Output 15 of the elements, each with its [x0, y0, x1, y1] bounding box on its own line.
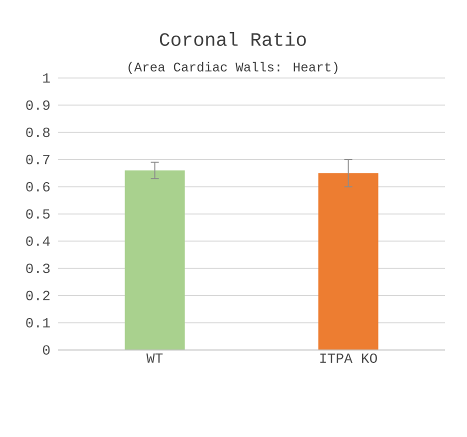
- y-tick-label: 0.2: [26, 290, 50, 300]
- y-tick-label: 0.4: [26, 236, 50, 246]
- y-tick-label: 0.8: [26, 128, 50, 138]
- y-tick-label: 0.5: [26, 209, 50, 219]
- chart-title: Coronal Ratio: [160, 32, 306, 46]
- y-tick-label: 0.9: [26, 100, 50, 110]
- y-tick-label: 1: [43, 73, 50, 83]
- y-tick-label: 0: [42, 345, 50, 355]
- y-tick-label: 0.1: [26, 318, 50, 328]
- y-tick-label: 0.7: [26, 154, 50, 164]
- x-tick-label: WT: [146, 353, 163, 363]
- x-tick-label: ITPA KO: [320, 353, 377, 363]
- chart-subtitle: (Area Cardiac Walls: Heart): [128, 62, 338, 74]
- y-tick-label: 0.3: [26, 264, 50, 274]
- y-tick-label: 0.6: [26, 182, 50, 192]
